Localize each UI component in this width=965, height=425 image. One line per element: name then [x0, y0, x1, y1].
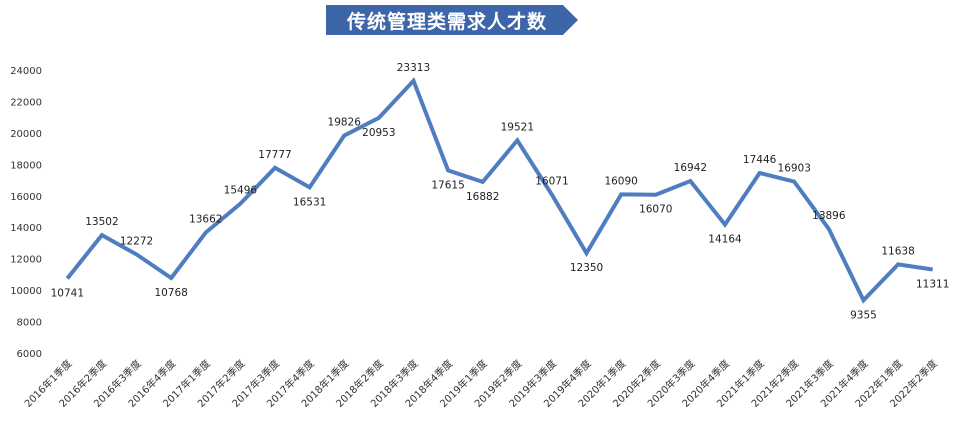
- data-label: 17446: [743, 154, 777, 166]
- data-label: 15496: [224, 185, 258, 197]
- y-tick-label: 6000: [17, 349, 42, 360]
- x-axis: 2016年1季度2016年2季度2016年3季度2016年4季度2017年1季度…: [22, 357, 940, 410]
- y-tick-label: 18000: [10, 160, 42, 171]
- data-label: 12272: [120, 235, 153, 247]
- data-label: 19521: [501, 121, 534, 133]
- data-label: 23313: [397, 62, 430, 74]
- y-tick-label: 16000: [10, 192, 42, 203]
- data-label: 11638: [881, 245, 914, 257]
- series-line: [65, 77, 933, 304]
- y-tick-label: 10000: [10, 286, 42, 297]
- data-label: 12350: [570, 262, 603, 274]
- data-label: 13502: [85, 216, 118, 228]
- data-label: 11311: [916, 278, 949, 290]
- data-label: 10768: [154, 287, 187, 299]
- y-axis: 6000 8000 10000 12000 14000 16000 18000 20000 22…: [10, 66, 42, 360]
- data-label: 16531: [293, 196, 326, 208]
- data-label: 10741: [51, 287, 84, 299]
- data-label: 16882: [466, 191, 499, 203]
- y-tick-label: 12000: [10, 255, 42, 266]
- data-label: 17777: [258, 149, 291, 161]
- data-label: 14164: [708, 234, 742, 246]
- data-label: 16071: [535, 176, 568, 188]
- data-label: 9355: [850, 309, 877, 321]
- data-label: 16070: [639, 204, 672, 216]
- data-label: 13662: [189, 214, 222, 226]
- data-label: 19826: [328, 117, 362, 129]
- data-label: 16090: [604, 175, 637, 187]
- data-label: 16903: [778, 163, 811, 175]
- y-tick-label: 22000: [10, 97, 42, 108]
- y-tick-label: 20000: [10, 129, 42, 140]
- data-label: 13896: [812, 210, 846, 222]
- data-label: 17615: [431, 179, 464, 191]
- chart-title: 传统管理类需求人才数: [326, 5, 578, 35]
- y-tick-label: 8000: [17, 318, 42, 329]
- y-tick-label: 24000: [10, 66, 42, 77]
- data-label: 20953: [362, 127, 395, 139]
- data-label: 16942: [674, 162, 707, 174]
- y-tick-label: 14000: [10, 223, 42, 234]
